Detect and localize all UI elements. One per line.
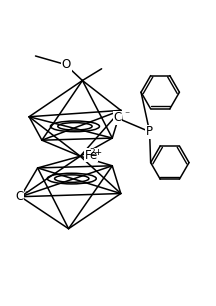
- Text: ⁻: ⁻: [125, 110, 130, 120]
- Text: C: C: [113, 111, 122, 124]
- Text: Fe: Fe: [84, 149, 98, 162]
- Text: ⁻: ⁻: [24, 189, 30, 199]
- Text: O: O: [62, 58, 71, 71]
- Text: P: P: [146, 125, 153, 138]
- Text: 2+: 2+: [90, 148, 103, 157]
- Text: C: C: [15, 190, 24, 203]
